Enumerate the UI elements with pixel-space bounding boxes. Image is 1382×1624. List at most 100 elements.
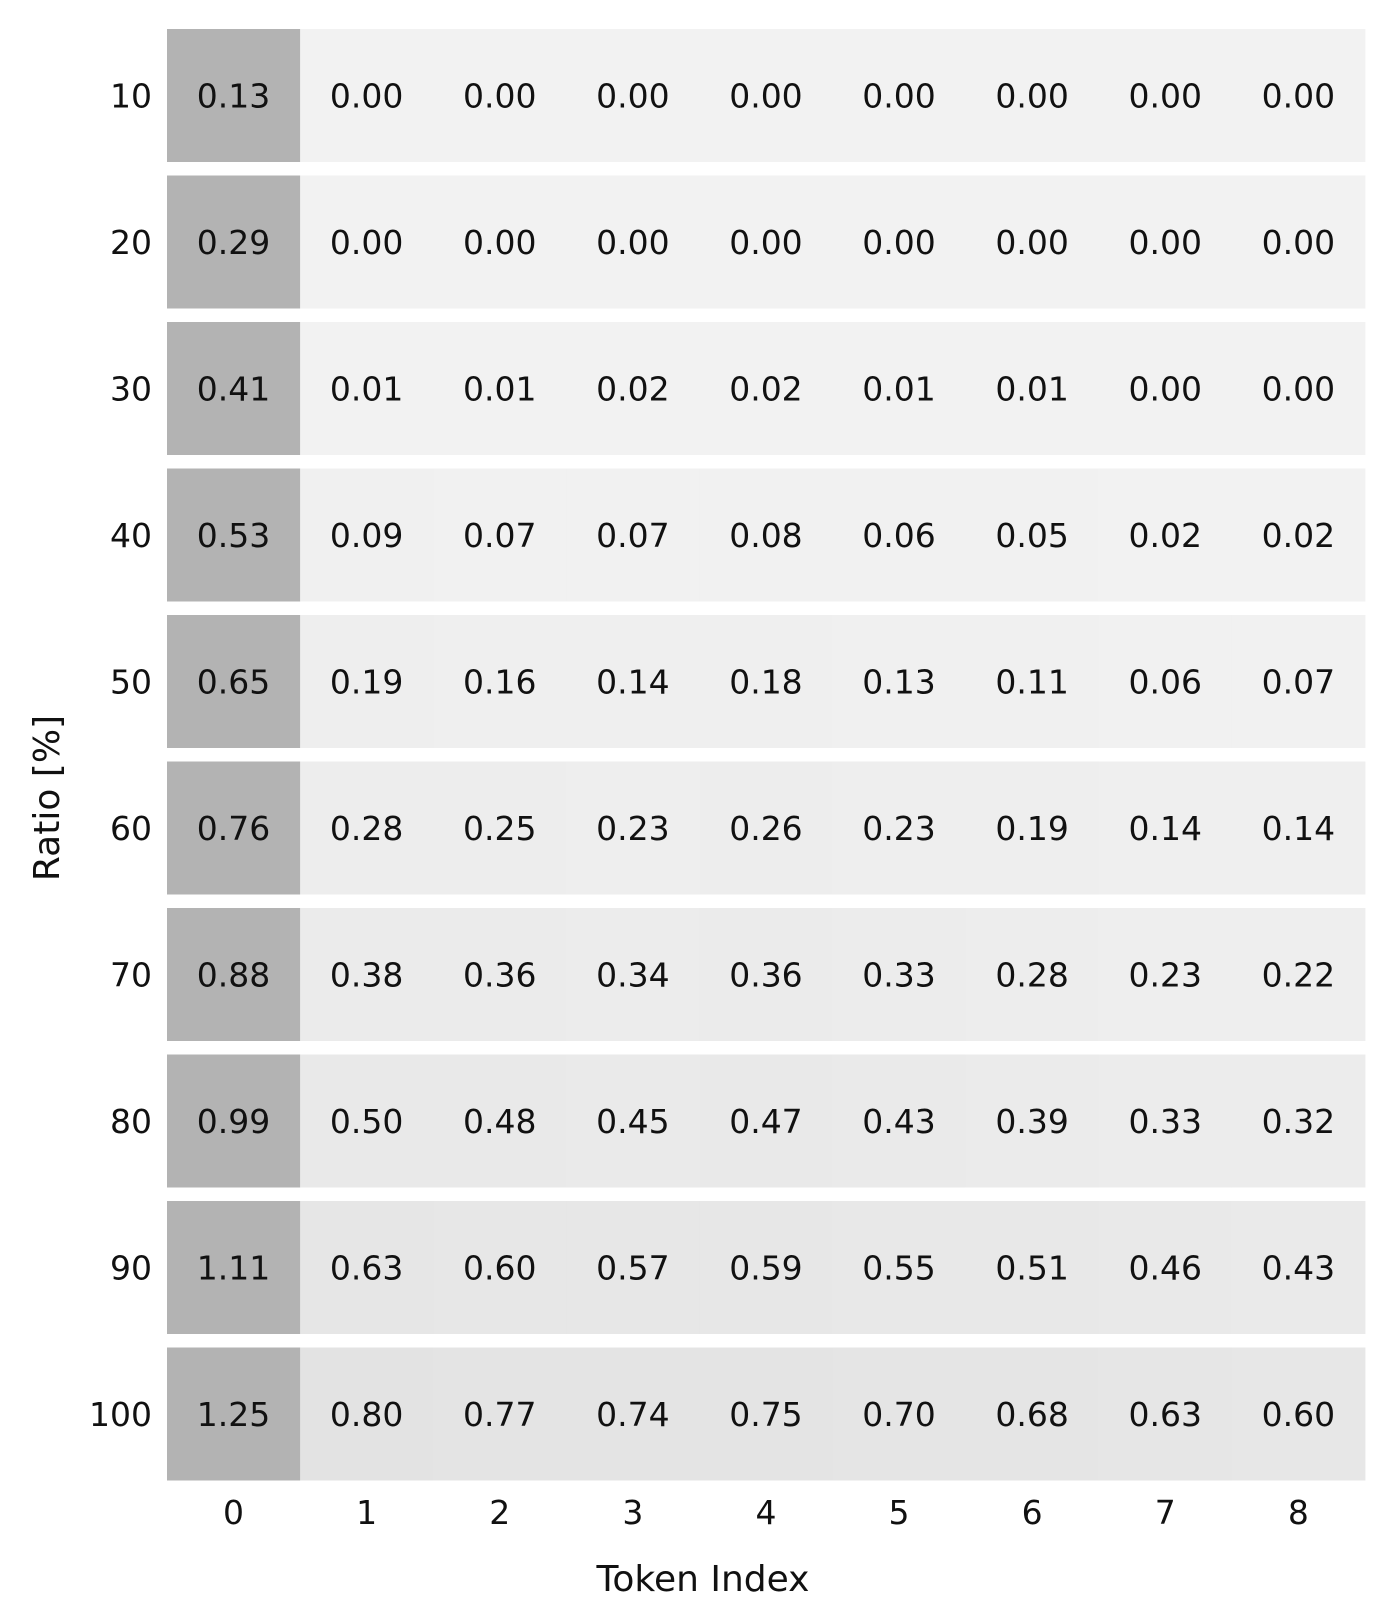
heatmap-cell <box>832 908 967 1041</box>
y-tick-label: 30 <box>110 370 152 409</box>
cell-value-label: 0.75 <box>729 1395 802 1434</box>
cell-value-label: 0.43 <box>1262 1249 1335 1288</box>
heatmap-cell <box>566 615 700 748</box>
cell-value-label: 0.00 <box>330 223 403 262</box>
y-tick-label: 90 <box>110 1249 152 1288</box>
cell-value-label: 0.34 <box>596 956 669 995</box>
cell-value-label: 1.25 <box>197 1395 270 1434</box>
y-tick-label: 80 <box>110 1102 152 1141</box>
heatmap-cell <box>300 1054 434 1188</box>
cell-value-label: 0.76 <box>197 809 270 848</box>
cell-labels-layer: 0.13 0.00 0.00 0.00 0.00 0.00 0.00 0.00 0.00 0.29… <box>197 77 1335 1435</box>
heatmap-cell <box>300 908 434 1041</box>
cell-value-label: 0.07 <box>1262 663 1335 702</box>
y-tick-label: 40 <box>110 516 152 555</box>
cell-value-label: 0.00 <box>1262 370 1335 409</box>
cell-value-label: 0.39 <box>995 1102 1068 1141</box>
x-tick-label: 6 <box>1022 1493 1043 1532</box>
cell-value-label: 0.63 <box>330 1249 403 1288</box>
x-tick-labels: 0 1 2 3 4 5 6 7 8 <box>223 1493 1309 1532</box>
heatmap-cell <box>566 1201 700 1334</box>
heatmap-cell <box>965 1054 1100 1188</box>
heatmap-cell <box>433 468 567 602</box>
cell-value-label: 0.88 <box>197 956 270 995</box>
heatmap-cell <box>965 908 1100 1041</box>
cell-value-label: 0.09 <box>330 516 403 555</box>
heatmap-cell <box>699 1201 833 1334</box>
heatmap-cell <box>433 1201 567 1334</box>
cell-value-label: 0.01 <box>862 370 935 409</box>
cell-value-label: 0.19 <box>995 809 1068 848</box>
heatmap-cell <box>1098 1054 1233 1188</box>
heatmap-cell <box>1231 322 1366 455</box>
cell-value-label: 0.63 <box>1129 1395 1202 1434</box>
x-tick-label: 1 <box>356 1493 377 1532</box>
cell-value-label: 0.28 <box>995 956 1068 995</box>
heatmap-cell <box>566 761 700 895</box>
cell-value-label: 0.29 <box>197 223 270 262</box>
cell-value-label: 0.18 <box>729 663 802 702</box>
cell-value-label: 0.08 <box>729 516 802 555</box>
cell-value-label: 0.36 <box>729 956 802 995</box>
cell-value-label: 0.55 <box>862 1249 935 1288</box>
heatmap-cell <box>433 175 567 309</box>
heatmap-cell <box>167 322 301 455</box>
cell-value-label: 0.13 <box>862 663 935 702</box>
cell-value-label: 0.33 <box>1129 1102 1202 1141</box>
heatmap-cell <box>1098 1347 1233 1481</box>
heatmap-cell <box>300 322 434 455</box>
cell-value-label: 0.07 <box>463 516 536 555</box>
heatmap-cell <box>1098 175 1233 309</box>
heatmap-cell <box>1098 29 1233 162</box>
heatmap-cell <box>1098 908 1233 1041</box>
heatmap-cell <box>1231 1054 1366 1188</box>
heatmap-cell <box>832 468 967 602</box>
y-tick-label: 10 <box>110 77 152 116</box>
heatmap-cell <box>832 175 967 309</box>
heatmap-cell <box>1231 761 1366 895</box>
cell-value-label: 0.23 <box>596 809 669 848</box>
cell-value-label: 0.00 <box>1262 223 1335 262</box>
heatmap-cell <box>965 175 1100 309</box>
heatmap-cell <box>167 1201 301 1334</box>
heatmap-cell <box>167 29 301 162</box>
heatmap-cell <box>1231 1347 1366 1481</box>
heatmap-cell <box>699 615 833 748</box>
cell-value-label: 0.14 <box>596 663 669 702</box>
heatmap-cell <box>433 908 567 1041</box>
cell-value-label: 0.00 <box>862 223 935 262</box>
cell-value-label: 0.00 <box>729 77 802 116</box>
cell-value-label: 0.00 <box>995 223 1068 262</box>
heatmap-cell <box>167 908 301 1041</box>
cell-value-label: 1.11 <box>197 1249 270 1288</box>
heatmap-cell <box>433 761 567 895</box>
cell-value-label: 0.14 <box>1129 809 1202 848</box>
heatmap-cell <box>1098 761 1233 895</box>
cell-value-label: 0.36 <box>463 956 536 995</box>
cell-value-label: 0.00 <box>1129 370 1202 409</box>
heatmap-cell <box>167 468 301 602</box>
cell-value-label: 0.02 <box>1129 516 1202 555</box>
cell-value-label: 0.23 <box>1129 956 1202 995</box>
cell-value-label: 0.06 <box>862 516 935 555</box>
heatmap-cell <box>1231 29 1366 162</box>
heatmap-cell <box>832 29 967 162</box>
heatmap-cell <box>300 175 434 309</box>
cell-value-label: 0.77 <box>463 1395 536 1434</box>
heatmap-cell <box>566 29 700 162</box>
heatmap-cell <box>832 1054 967 1188</box>
x-tick-label: 2 <box>489 1493 510 1532</box>
heatmap-cell <box>300 615 434 748</box>
cell-value-label: 0.07 <box>596 516 669 555</box>
heatmap-cell <box>566 908 700 1041</box>
cell-value-label: 0.28 <box>330 809 403 848</box>
cell-value-label: 0.41 <box>197 370 270 409</box>
heatmap-cell <box>699 468 833 602</box>
cell-value-label: 0.02 <box>1262 516 1335 555</box>
cell-value-label: 0.65 <box>197 663 270 702</box>
heatmap-cell <box>300 761 434 895</box>
cell-value-label: 0.99 <box>197 1102 270 1141</box>
cell-value-label: 0.19 <box>330 663 403 702</box>
cell-value-label: 0.60 <box>1262 1395 1335 1434</box>
heatmap-cell <box>433 615 567 748</box>
